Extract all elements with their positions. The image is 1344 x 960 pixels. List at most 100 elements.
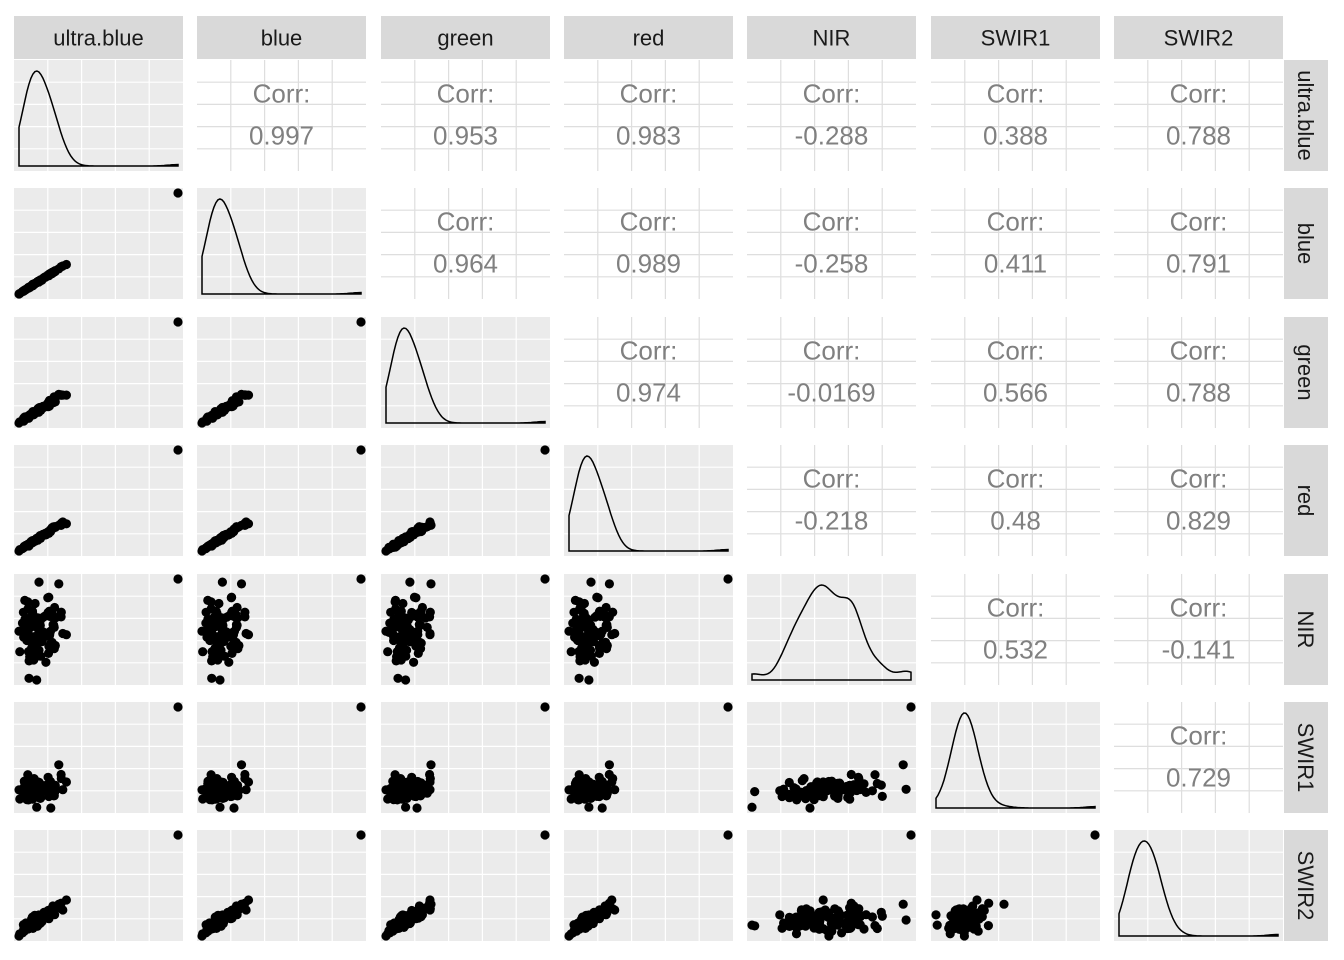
scatter-point: [898, 760, 908, 770]
corr-value: 0.48: [990, 506, 1041, 536]
corr-label: Corr:: [987, 593, 1045, 623]
scatter-point: [812, 912, 823, 922]
scatter-point: [216, 533, 226, 543]
scatter-point: [34, 645, 44, 655]
scatter-point: [44, 592, 54, 602]
scatter-point: [393, 673, 403, 683]
panel-blue-red: Corr: 0.989: [564, 188, 733, 299]
scatter-point: [381, 785, 391, 795]
corr-label: Corr:: [1170, 593, 1228, 623]
scatter-point: [576, 622, 587, 633]
scatter-point: [356, 574, 366, 584]
corr-value: 0.788: [1166, 378, 1231, 408]
scatter-point: [388, 924, 398, 934]
scatter-point: [388, 630, 398, 640]
row-strip-blue: blue: [1284, 188, 1328, 299]
panel-nir-swir2: Corr: -0.141: [1114, 574, 1283, 685]
corr-value: 0.983: [616, 121, 681, 151]
scatter-point: [999, 899, 1009, 909]
panel-swir1-swir2: Corr: 0.729: [1114, 702, 1283, 813]
column-strip-label: ultra.blue: [53, 26, 144, 51]
scatter-point: [24, 413, 34, 423]
scatter-point: [173, 188, 183, 198]
scatter-point: [409, 592, 420, 602]
panel-green-swir2: Corr: 0.788: [1114, 317, 1283, 428]
scatter-point: [574, 597, 584, 607]
scatter-point: [827, 926, 837, 936]
panel-bg: [1114, 830, 1283, 941]
scatter-point: [575, 630, 585, 640]
scatter-point: [575, 604, 585, 614]
panel-swir2-red: [564, 830, 733, 941]
panel-bg: [564, 445, 733, 556]
scatter-point: [47, 524, 57, 534]
scatter-point: [356, 830, 366, 840]
scatter-point: [47, 789, 57, 800]
panel-bg: [14, 60, 183, 171]
scatter-point: [830, 904, 840, 914]
column-strip-label: blue: [261, 26, 303, 51]
scatter-point: [867, 912, 878, 922]
scatter-point: [33, 533, 43, 543]
row-strip-label: red: [1293, 485, 1318, 517]
scatter-point: [233, 613, 243, 623]
scatter-point: [381, 931, 391, 941]
scatter-point: [215, 802, 225, 812]
corr-label: Corr:: [1170, 79, 1228, 109]
scatter-point: [412, 628, 422, 638]
corr-label: Corr:: [437, 207, 495, 237]
scatter-point: [750, 921, 760, 931]
scatter-point: [877, 911, 887, 921]
scatter-point: [206, 597, 216, 607]
scatter-point: [983, 921, 994, 931]
scatter-point: [24, 924, 34, 934]
scatter-point: [173, 702, 183, 712]
scatter-point: [241, 390, 251, 400]
scatter-point: [34, 577, 44, 587]
corr-value: 0.829: [1166, 506, 1231, 536]
scatter-point: [229, 638, 239, 648]
corr-label: Corr:: [437, 79, 495, 109]
scatter-point: [584, 912, 594, 922]
panel-swir2-nir: [747, 830, 916, 941]
scatter-point: [581, 613, 591, 623]
scatter-point: [594, 648, 605, 659]
corr-label: Corr:: [987, 464, 1045, 494]
scatter-point: [217, 577, 227, 587]
scatter-point: [592, 791, 602, 802]
scatter-point: [400, 613, 410, 623]
scatter-point: [47, 269, 57, 279]
scatter-point: [723, 830, 733, 840]
row-strip-swir1: SWIR1: [1284, 702, 1328, 813]
scatter-point: [400, 919, 410, 929]
scatter-point: [388, 792, 398, 802]
scatter-point: [33, 277, 43, 287]
scatter-point: [564, 931, 574, 941]
scatter-point: [398, 598, 408, 609]
scatter-point: [49, 622, 59, 633]
scatter-point: [540, 574, 550, 584]
scatter-point: [391, 604, 401, 614]
panel-swir1-blue: [197, 702, 366, 813]
scatter-point: [24, 673, 34, 683]
scatter-point: [584, 802, 594, 812]
scatter-point: [969, 924, 979, 934]
corr-value: 0.997: [249, 121, 314, 151]
panel-blue-blue: [197, 188, 366, 299]
panel-swir1-ultra-blue: [14, 702, 183, 813]
corr-label: Corr:: [1170, 464, 1228, 494]
scatter-point: [416, 906, 426, 916]
scatter-point: [830, 788, 840, 798]
column-strip-bg: [931, 16, 1100, 59]
panel-ultra-blue-ultra-blue: [14, 60, 183, 171]
scatter-point: [835, 778, 845, 788]
scatter-point: [241, 905, 251, 915]
scatter-point: [209, 622, 219, 633]
scatter-point: [356, 445, 366, 455]
scatter-point: [610, 905, 620, 915]
scatter-point: [846, 910, 856, 921]
column-strip-bg: [564, 16, 733, 59]
scatter-point: [208, 539, 218, 549]
scatter-point: [47, 638, 57, 648]
scatter-point: [54, 760, 64, 770]
